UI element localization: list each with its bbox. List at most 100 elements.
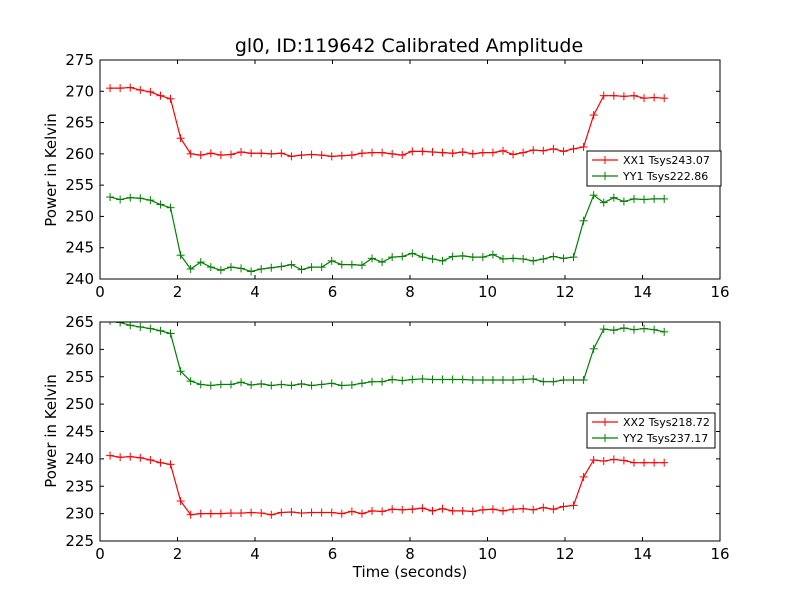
data-point bbox=[428, 375, 437, 384]
data-point bbox=[247, 149, 256, 158]
data-point bbox=[650, 325, 659, 334]
legend-label: XX1 Tsys243.07 bbox=[623, 154, 710, 167]
data-point bbox=[186, 510, 195, 519]
data-point bbox=[650, 458, 659, 467]
data-point bbox=[428, 506, 437, 515]
data-point bbox=[378, 377, 387, 386]
data-point bbox=[660, 94, 669, 103]
y-tick-label: 270 bbox=[65, 82, 94, 100]
data-point bbox=[418, 147, 427, 156]
data-point bbox=[488, 376, 497, 385]
data-point bbox=[216, 509, 225, 518]
data-point bbox=[378, 507, 387, 516]
data-point bbox=[347, 151, 356, 160]
data-point bbox=[317, 508, 326, 517]
y-tick-label: 255 bbox=[65, 368, 94, 386]
data-point bbox=[176, 367, 185, 376]
data-point bbox=[277, 262, 286, 271]
data-point bbox=[438, 504, 447, 513]
data-point bbox=[579, 142, 588, 151]
y-tick-label: 255 bbox=[65, 176, 94, 194]
data-point bbox=[519, 375, 528, 384]
data-point bbox=[509, 254, 518, 263]
data-point bbox=[660, 194, 669, 203]
data-point bbox=[408, 147, 417, 156]
data-point bbox=[549, 377, 558, 386]
data-point bbox=[337, 509, 346, 518]
data-point bbox=[478, 253, 487, 262]
data-point bbox=[317, 263, 326, 272]
data-point bbox=[569, 501, 578, 510]
data-point bbox=[237, 264, 246, 273]
data-point bbox=[166, 203, 175, 212]
data-point bbox=[257, 379, 266, 388]
data-point bbox=[287, 260, 296, 269]
data-point bbox=[216, 380, 225, 389]
data-point bbox=[468, 507, 477, 516]
x-tick-label: 8 bbox=[405, 545, 415, 563]
data-point bbox=[196, 258, 205, 267]
data-point bbox=[186, 377, 195, 386]
data-point bbox=[116, 322, 125, 327]
data-point bbox=[156, 200, 165, 209]
data-point bbox=[609, 326, 618, 335]
y-tick-label: 260 bbox=[65, 145, 94, 163]
plot-area bbox=[106, 83, 669, 276]
data-point bbox=[640, 94, 649, 103]
data-point bbox=[226, 263, 235, 272]
data-point bbox=[277, 380, 286, 389]
data-point bbox=[549, 505, 558, 514]
x-tick-label: 14 bbox=[633, 545, 652, 563]
x-tick-label: 12 bbox=[555, 283, 574, 301]
data-point bbox=[257, 509, 266, 518]
data-point bbox=[629, 325, 638, 334]
data-point bbox=[408, 375, 417, 384]
data-point bbox=[468, 376, 477, 385]
data-point bbox=[619, 324, 628, 333]
data-point bbox=[519, 254, 528, 263]
data-point bbox=[216, 151, 225, 160]
data-point bbox=[539, 377, 548, 386]
data-point bbox=[549, 144, 558, 153]
data-point bbox=[106, 451, 115, 460]
x-tick-label: 12 bbox=[555, 545, 574, 563]
data-point bbox=[206, 263, 215, 272]
x-tick-label: 2 bbox=[173, 283, 183, 301]
data-point bbox=[126, 193, 135, 202]
legend: XX2 Tsys218.72 YY2 Tsys237.17 bbox=[586, 412, 716, 449]
data-point bbox=[438, 148, 447, 157]
data-point bbox=[388, 375, 397, 384]
data-point bbox=[579, 472, 588, 481]
data-point bbox=[368, 148, 377, 157]
data-point bbox=[448, 149, 457, 158]
data-point bbox=[357, 261, 366, 270]
legend-label: XX2 Tsys218.72 bbox=[623, 416, 710, 429]
data-point bbox=[216, 266, 225, 275]
top-panel: 0 2 4 6 8 10 12 14 16 240 245 250 255 260 265 270 275 Pow… bbox=[42, 51, 730, 301]
data-point bbox=[347, 260, 356, 269]
data-point bbox=[660, 458, 669, 467]
x-tick-label: 16 bbox=[710, 545, 729, 563]
x-axis-label: Time (seconds) bbox=[352, 563, 468, 581]
data-point bbox=[307, 381, 316, 390]
data-point bbox=[599, 91, 608, 100]
data-point bbox=[398, 252, 407, 261]
data-point bbox=[116, 195, 125, 204]
data-point bbox=[267, 263, 276, 272]
data-point bbox=[529, 256, 538, 265]
chart-title: gl0, ID:119642 Calibrated Amplitude bbox=[235, 35, 583, 57]
data-point bbox=[619, 456, 628, 465]
y-axis-label: Power in Kelvin bbox=[42, 374, 60, 488]
legend-label: YY1 Tsys222.86 bbox=[622, 170, 708, 183]
data-point bbox=[166, 460, 175, 469]
data-point bbox=[408, 505, 417, 514]
data-point bbox=[569, 376, 578, 385]
data-point bbox=[176, 251, 185, 260]
data-point bbox=[609, 455, 618, 464]
data-point bbox=[398, 151, 407, 160]
data-point bbox=[226, 380, 235, 389]
y-tick-label: 240 bbox=[65, 270, 94, 288]
data-point bbox=[418, 253, 427, 262]
x-tick-label: 0 bbox=[95, 283, 105, 301]
